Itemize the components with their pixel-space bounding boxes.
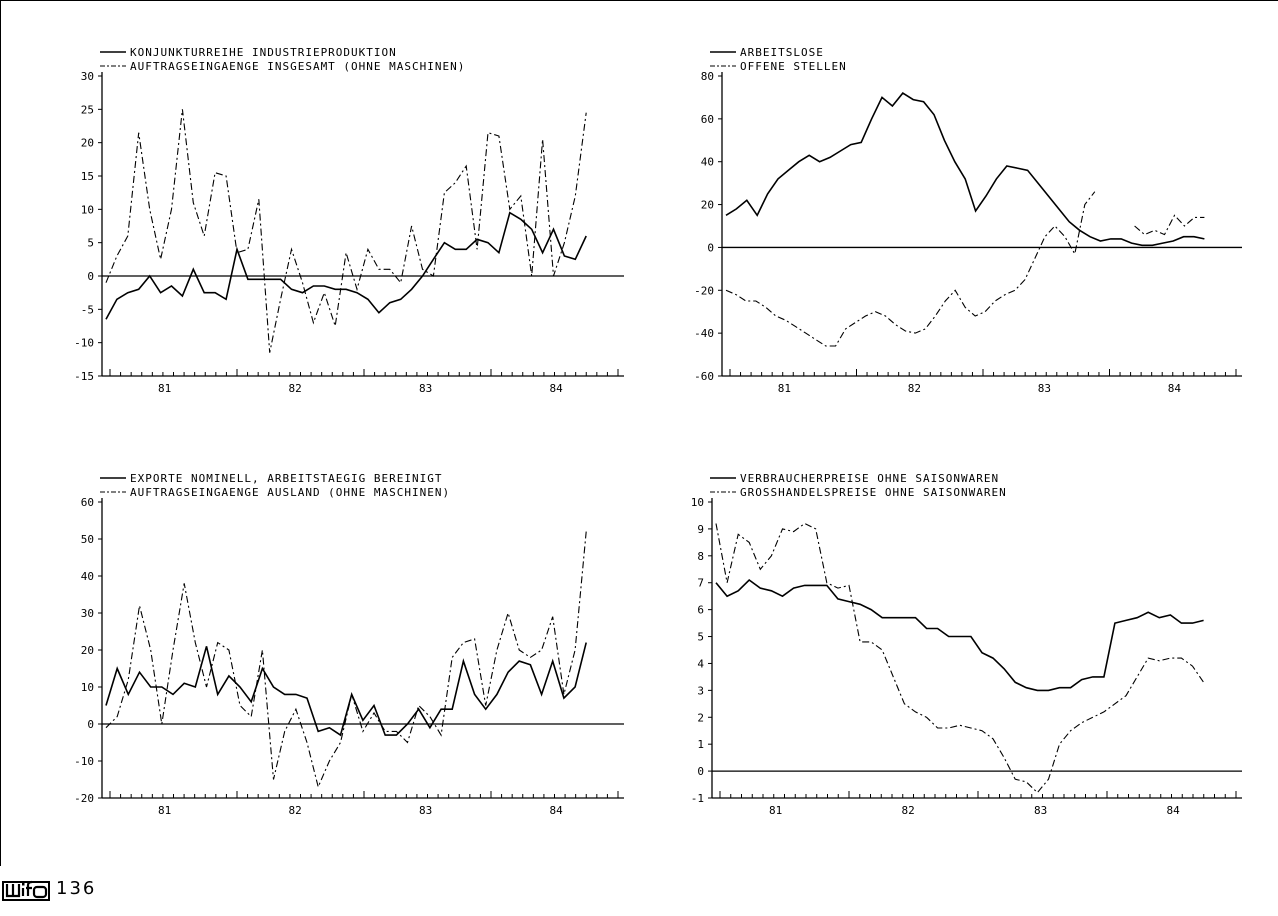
- y-tick-label: 7: [697, 577, 704, 590]
- chart-exports: -20 -10 0 10 20 30 40 50 60 81 82 83 84 EXPORTE NOMIN…: [60, 472, 650, 822]
- legend-label: AUFTRAGSEINGAENGE INSGESAMT (OHNE MASCHI…: [130, 60, 465, 73]
- y-tick-label: 9: [697, 523, 704, 536]
- legend-label: OFFENE STELLEN: [740, 60, 847, 73]
- chart-industrial-production: -15 -10 -5 0 5 10 15 20 25 30 81 82 83 84 KONJUNKTURRE…: [60, 44, 650, 400]
- y-tick-label: 4: [697, 657, 704, 670]
- x-tick-label: 84: [550, 804, 564, 817]
- y-tick-label: 6: [697, 604, 704, 617]
- x-tick-label: 84: [1166, 804, 1180, 817]
- y-tick-label: 5: [87, 237, 94, 250]
- y-tick-label: 1: [697, 738, 704, 751]
- y-tick-label: 20: [81, 137, 94, 150]
- y-tick-label: 20: [701, 199, 714, 212]
- y-tick-label: 0: [87, 718, 94, 731]
- chart-unemployment: -60 -40 -20 0 20 40 60 80 81 82 83 84 ARBEITSLOSE OFF…: [670, 44, 1260, 400]
- y-tick-label: 3: [697, 684, 704, 697]
- x-tick-label: 81: [769, 804, 782, 817]
- chart-prices: -1 0 1 2 3 4 5 6 7 8 9 10 81 82 83 84 VERBRAUCHERPREISE …: [670, 472, 1260, 822]
- series-line-dashdot: [725, 191, 1096, 347]
- series-line-solid: [105, 211, 587, 320]
- series-line-solid: [715, 578, 1204, 692]
- y-tick-label: 5: [697, 631, 704, 644]
- y-tick-label: -60: [694, 370, 714, 383]
- x-tick-label: 83: [1034, 804, 1047, 817]
- y-tick-label: 8: [697, 550, 704, 563]
- y-tick-label: 80: [701, 70, 714, 83]
- y-tick-label: 10: [691, 496, 704, 509]
- x-tick-label: 84: [550, 382, 564, 395]
- x-tick-label: 83: [1038, 382, 1051, 395]
- y-tick-label: 0: [697, 765, 704, 778]
- top-border-line: [0, 0, 1278, 1]
- y-tick-label: -10: [74, 337, 94, 350]
- y-tick-label: -10: [74, 755, 94, 768]
- y-tick-label: -20: [74, 792, 94, 805]
- x-tick-label: 83: [419, 804, 432, 817]
- page-number: 136: [56, 878, 97, 899]
- y-tick-label: -15: [74, 370, 94, 383]
- y-tick-label: 40: [81, 570, 94, 583]
- wifo-logo-icon: [2, 880, 50, 901]
- legend-label: GROSSHANDELSPREISE OHNE SAISONWAREN: [740, 486, 1007, 499]
- y-tick-label: 30: [81, 607, 94, 620]
- series-line-solid: [725, 92, 1205, 247]
- y-tick-label: 40: [701, 156, 714, 169]
- x-tick-label: 84: [1168, 382, 1182, 395]
- y-tick-label: 10: [81, 681, 94, 694]
- y-tick-label: 60: [81, 496, 94, 509]
- y-tick-label: -40: [694, 327, 714, 340]
- page-footer: 136: [0, 870, 300, 910]
- x-tick-label: 81: [158, 382, 171, 395]
- y-tick-label: 30: [81, 70, 94, 83]
- y-tick-label: -1: [691, 792, 704, 805]
- x-tick-label: 82: [908, 382, 921, 395]
- series-line-dashdot: [1134, 214, 1205, 236]
- chart-svg: -20 -10 0 10 20 30 40 50 60 81 82 83 84 EXPORTE NOMIN…: [74, 472, 624, 817]
- left-border-line: [0, 0, 1, 866]
- y-tick-label: 50: [81, 533, 94, 546]
- chart-svg: -1 0 1 2 3 4 5 6 7 8 9 10 81 82 83 84 VERBRAUCHERPREISE …: [691, 472, 1242, 817]
- y-tick-label: 0: [87, 270, 94, 283]
- y-tick-label: 60: [701, 113, 714, 126]
- legend-label: AUFTRAGSEINGAENGE AUSLAND (OHNE MASCHINE…: [130, 486, 450, 499]
- legend-label: VERBRAUCHERPREISE OHNE SAISONWAREN: [740, 472, 999, 485]
- legend-label: EXPORTE NOMINELL, ARBEITSTAEGIG BEREINIG…: [130, 472, 443, 485]
- chart-svg: -15 -10 -5 0 5 10 15 20 25 30 81 82 83 84 KONJUNKTURRE…: [74, 46, 624, 395]
- legend-label: KONJUNKTURREIHE INDUSTRIEPRODUKTION: [130, 46, 397, 59]
- y-tick-label: -5: [81, 303, 94, 316]
- x-tick-label: 81: [158, 804, 171, 817]
- y-tick-label: 0: [707, 241, 714, 254]
- series-line-dashdot: [105, 109, 587, 353]
- legend-label: ARBEITSLOSE: [740, 46, 824, 59]
- y-tick-label: 2: [697, 711, 704, 724]
- x-tick-label: 82: [289, 804, 302, 817]
- x-tick-label: 81: [778, 382, 791, 395]
- y-tick-label: -20: [694, 284, 714, 297]
- y-tick-label: 15: [81, 170, 94, 183]
- series-line-solid: [105, 642, 587, 737]
- chart-svg: -60 -40 -20 0 20 40 60 80 81 82 83 84 ARBEITSLOSEOFF…: [694, 46, 1242, 395]
- series-line-dashdot: [715, 522, 1205, 794]
- y-tick-label: 20: [81, 644, 94, 657]
- y-tick-label: 25: [81, 103, 94, 116]
- x-tick-label: 82: [901, 804, 914, 817]
- x-tick-label: 82: [289, 382, 302, 395]
- x-tick-label: 83: [419, 382, 432, 395]
- series-line-dashdot: [105, 531, 587, 789]
- y-tick-label: 10: [81, 203, 94, 216]
